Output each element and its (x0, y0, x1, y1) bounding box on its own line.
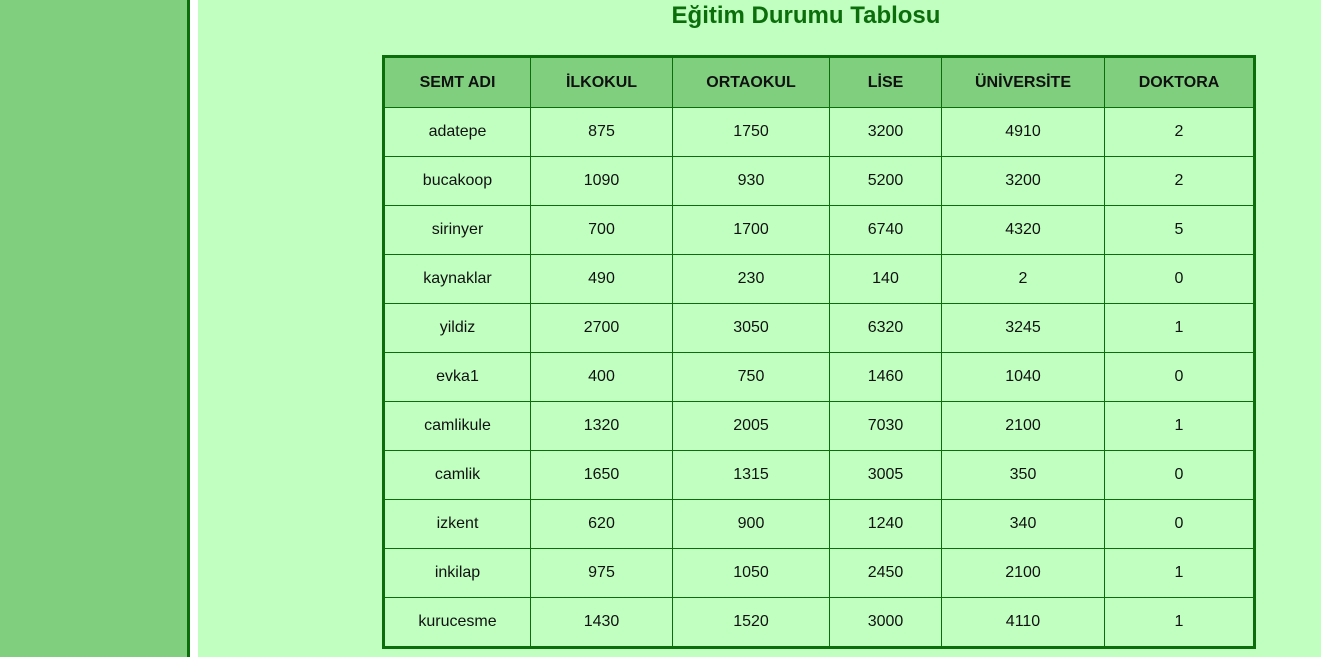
cell-district: bucakoop (383, 156, 531, 206)
header-district: SEMT ADI (383, 56, 531, 108)
table-row: yildiz 2700 3050 6320 3245 1 (383, 303, 1255, 353)
cell-doctorate: 5 (1104, 205, 1255, 255)
cell-doctorate: 0 (1104, 499, 1255, 549)
cell-district: kurucesme (383, 597, 531, 648)
cell-primary: 400 (530, 352, 673, 402)
sidebar-divider (190, 0, 198, 657)
cell-primary: 490 (530, 254, 673, 304)
header-university: ÜNİVERSİTE (941, 56, 1105, 108)
cell-district: yildiz (383, 303, 531, 353)
header-primary: İLKOKUL (530, 56, 673, 108)
cell-primary: 975 (530, 548, 673, 598)
cell-doctorate: 2 (1104, 107, 1255, 157)
cell-middle: 230 (672, 254, 830, 304)
table-row: bucakoop 1090 930 5200 3200 2 (383, 156, 1255, 206)
cell-primary: 2700 (530, 303, 673, 353)
cell-primary: 1650 (530, 450, 673, 500)
header-middle: ORTAOKUL (672, 56, 830, 108)
cell-district: adatepe (383, 107, 531, 157)
cell-primary: 1090 (530, 156, 673, 206)
cell-primary: 620 (530, 499, 673, 549)
table-row: adatepe 875 1750 3200 4910 2 (383, 107, 1255, 157)
cell-university: 1040 (941, 352, 1105, 402)
cell-middle: 900 (672, 499, 830, 549)
cell-doctorate: 2 (1104, 156, 1255, 206)
cell-highschool: 3000 (829, 597, 942, 648)
cell-university: 4910 (941, 107, 1105, 157)
education-table-container: SEMT ADI İLKOKUL ORTAOKUL LİSE ÜNİVERSİT… (382, 55, 1256, 649)
cell-doctorate: 1 (1104, 401, 1255, 451)
cell-middle: 1520 (672, 597, 830, 648)
cell-highschool: 5200 (829, 156, 942, 206)
cell-primary: 1320 (530, 401, 673, 451)
table-row: evka1 400 750 1460 1040 0 (383, 352, 1255, 402)
cell-highschool: 3200 (829, 107, 942, 157)
cell-highschool: 6320 (829, 303, 942, 353)
page-title: Eğitim Durumu Tablosu (671, 2, 941, 29)
cell-doctorate: 1 (1104, 548, 1255, 598)
cell-district: camlik (383, 450, 531, 500)
cell-doctorate: 0 (1104, 450, 1255, 500)
cell-university: 3200 (941, 156, 1105, 206)
table-row: camlik 1650 1315 3005 350 0 (383, 450, 1255, 500)
main-content: Eğitim Durumu Tablosu SEMT ADI İLKOKUL O… (198, 0, 1321, 657)
table-row: inkilap 975 1050 2450 2100 1 (383, 548, 1255, 598)
cell-highschool: 1240 (829, 499, 942, 549)
table-row: camlikule 1320 2005 7030 2100 1 (383, 401, 1255, 451)
cell-doctorate: 0 (1104, 254, 1255, 304)
cell-middle: 930 (672, 156, 830, 206)
cell-primary: 700 (530, 205, 673, 255)
table-row: kaynaklar 490 230 140 2 0 (383, 254, 1255, 304)
cell-doctorate: 1 (1104, 303, 1255, 353)
cell-district: camlikule (383, 401, 531, 451)
cell-university: 4110 (941, 597, 1105, 648)
cell-middle: 1315 (672, 450, 830, 500)
cell-district: izkent (383, 499, 531, 549)
cell-middle: 750 (672, 352, 830, 402)
cell-highschool: 140 (829, 254, 942, 304)
cell-highschool: 3005 (829, 450, 942, 500)
table-body: adatepe 875 1750 3200 4910 2 bucakoop 1090 930 52… (383, 107, 1255, 648)
table-row: izkent 620 900 1240 340 0 (383, 499, 1255, 549)
table-row: sirinyer 700 1700 6740 4320 5 (383, 205, 1255, 255)
cell-university: 2 (941, 254, 1105, 304)
cell-university: 340 (941, 499, 1105, 549)
header-doctorate: DOKTORA (1104, 56, 1255, 108)
cell-middle: 1700 (672, 205, 830, 255)
cell-university: 350 (941, 450, 1105, 500)
cell-university: 3245 (941, 303, 1105, 353)
cell-primary: 875 (530, 107, 673, 157)
header-row: SEMT ADI İLKOKUL ORTAOKUL LİSE ÜNİVERSİT… (383, 56, 1255, 108)
cell-highschool: 6740 (829, 205, 942, 255)
cell-doctorate: 1 (1104, 597, 1255, 648)
cell-middle: 2005 (672, 401, 830, 451)
table-row: kurucesme 1430 1520 3000 4110 1 (383, 597, 1255, 648)
cell-highschool: 2450 (829, 548, 942, 598)
cell-primary: 1430 (530, 597, 673, 648)
cell-university: 4320 (941, 205, 1105, 255)
education-table: SEMT ADI İLKOKUL ORTAOKUL LİSE ÜNİVERSİT… (382, 55, 1256, 649)
cell-middle: 1050 (672, 548, 830, 598)
cell-highschool: 1460 (829, 352, 942, 402)
cell-doctorate: 0 (1104, 352, 1255, 402)
table-header: SEMT ADI İLKOKUL ORTAOKUL LİSE ÜNİVERSİT… (383, 56, 1255, 108)
cell-district: sirinyer (383, 205, 531, 255)
cell-district: inkilap (383, 548, 531, 598)
header-highschool: LİSE (829, 56, 942, 108)
cell-highschool: 7030 (829, 401, 942, 451)
cell-middle: 3050 (672, 303, 830, 353)
cell-university: 2100 (941, 548, 1105, 598)
cell-university: 2100 (941, 401, 1105, 451)
left-sidebar (0, 0, 190, 657)
cell-district: kaynaklar (383, 254, 531, 304)
cell-middle: 1750 (672, 107, 830, 157)
cell-district: evka1 (383, 352, 531, 402)
